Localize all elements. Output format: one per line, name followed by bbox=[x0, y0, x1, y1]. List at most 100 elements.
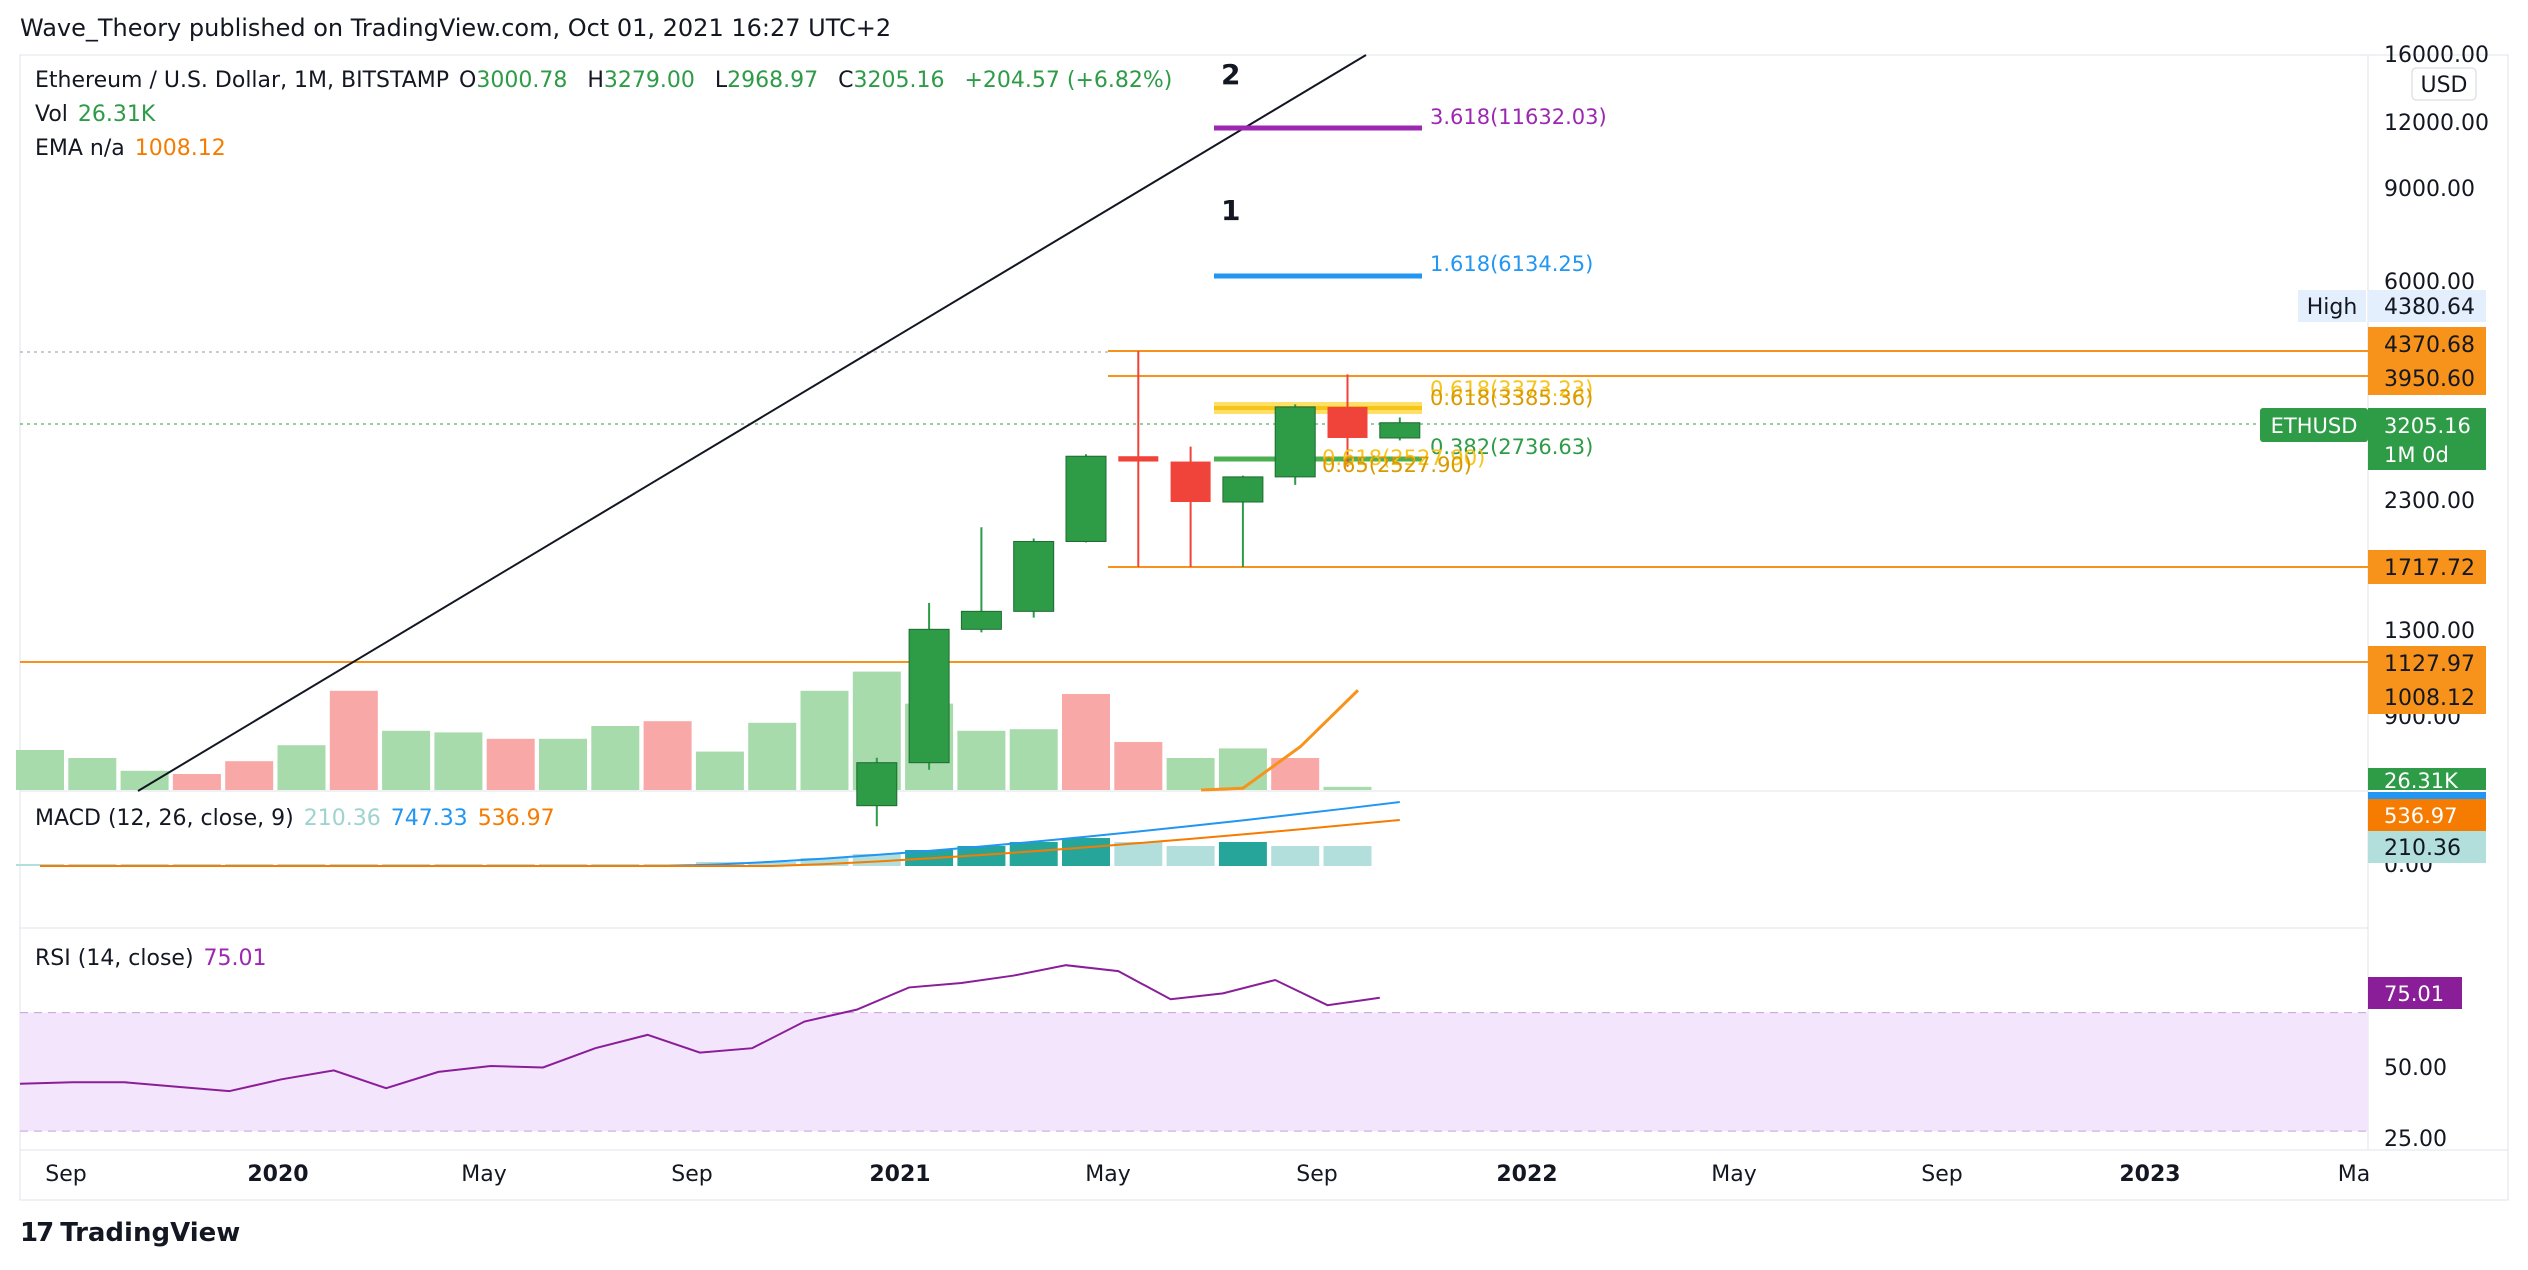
horizontal-levels bbox=[20, 350, 2368, 663]
fib-label-1618: 1.618(6134.25) bbox=[1430, 252, 1593, 276]
macd-signal-value: 536.97 bbox=[477, 806, 555, 831]
main-legend: Ethereum / U.S. Dollar, 1M, BITSTAMP O300… bbox=[35, 68, 1182, 93]
time-label-8: May bbox=[1711, 1162, 1756, 1187]
ema-value: 1008.12 bbox=[134, 136, 226, 161]
pane-frame bbox=[19, 54, 2509, 1201]
fib-label-0618-b: 0.618(3373.23) bbox=[1430, 377, 1593, 401]
ohlc-low: L2968.97 bbox=[714, 68, 819, 93]
candle bbox=[1274, 404, 1316, 485]
ohlc-high: H3279.00 bbox=[587, 68, 695, 93]
candle-body bbox=[1379, 422, 1421, 439]
price-axis[interactable]: USD 16000.00 12000.00 9000.00 6000.00 23… bbox=[2260, 43, 2489, 1152]
macd-signal-line bbox=[40, 819, 1400, 867]
high-label-box bbox=[2298, 290, 2366, 322]
time-label-10: 2023 bbox=[2119, 1162, 2180, 1187]
candle bbox=[1170, 446, 1211, 567]
badge-4370 bbox=[2368, 327, 2486, 361]
candle-body bbox=[960, 610, 1002, 630]
volume-bar bbox=[1218, 748, 1267, 790]
symbol-description: Ethereum / U.S. Dollar, 1M, BITSTAMP bbox=[35, 68, 450, 93]
time-label-6: Sep bbox=[1296, 1162, 1337, 1187]
fib-label-3618: 3.618(11632.03) bbox=[1430, 105, 1607, 129]
macd-hist-bar bbox=[1062, 838, 1110, 866]
volume-bar bbox=[277, 745, 326, 790]
time-label-1: 2020 bbox=[247, 1162, 308, 1187]
tradingview-logo-icon: 17 bbox=[20, 1218, 54, 1248]
time-label-7: 2022 bbox=[1496, 1162, 1557, 1187]
volume-bar bbox=[695, 751, 744, 790]
symbol-badge-text: ETHUSD bbox=[2271, 414, 2358, 438]
badge-macd-hist bbox=[2368, 831, 2486, 863]
ohlc-close: C3205.16 bbox=[838, 68, 945, 93]
candle-body bbox=[856, 762, 898, 807]
tick-12000: 12000.00 bbox=[2384, 111, 2489, 136]
volume-bars bbox=[16, 671, 1372, 790]
badge-1008 bbox=[2368, 680, 2486, 714]
time-label-3: Sep bbox=[671, 1162, 712, 1187]
price-change: +204.57 (+6.82%) bbox=[964, 68, 1173, 93]
candle-body bbox=[1222, 476, 1264, 503]
badge-1127-text: 1127.97 bbox=[2384, 652, 2475, 677]
volume-bar bbox=[643, 721, 692, 790]
badge-rsi-text: 75.01 bbox=[2384, 982, 2444, 1006]
candle-body bbox=[1170, 461, 1211, 503]
wave-label-2: 2 bbox=[1221, 58, 1240, 91]
volume-legend: Vol 26.31K bbox=[35, 102, 165, 127]
candle bbox=[1327, 374, 1368, 467]
rsi-line bbox=[19, 964, 1380, 1093]
trend-line[interactable] bbox=[137, 54, 1367, 792]
volume-bar bbox=[748, 722, 797, 790]
badge-volume-text: 26.31K bbox=[2384, 769, 2459, 793]
macd-hist-bar bbox=[1009, 842, 1058, 866]
volume-bar bbox=[120, 770, 169, 790]
macd-hist-bar bbox=[1218, 842, 1267, 866]
tick-9000: 9000.00 bbox=[2384, 177, 2475, 202]
volume-bar bbox=[957, 730, 1006, 790]
volume-bar bbox=[1062, 694, 1110, 790]
time-label-0: Sep bbox=[45, 1162, 86, 1187]
time-label-5: May bbox=[1085, 1162, 1130, 1187]
fib-levels bbox=[1214, 125, 1422, 462]
volume-bar bbox=[591, 726, 640, 790]
badge-macd-signal bbox=[2368, 799, 2486, 831]
badge-volume bbox=[2368, 768, 2486, 790]
macd-label: MACD (12, 26, close, 9) bbox=[35, 806, 294, 831]
time-axis[interactable]: Sep 2020 May Sep 2021 May Sep 2022 May S… bbox=[45, 1162, 2370, 1187]
tradingview-logo[interactable]: 17 TradingView bbox=[20, 1218, 241, 1248]
fib-label-065: 0.65(2527.90) bbox=[1322, 453, 1472, 477]
last-price-text: 3205.16 bbox=[2384, 414, 2471, 438]
macd-hist-bar bbox=[1271, 846, 1320, 866]
volume-bar bbox=[1323, 786, 1372, 790]
currency-label: USD bbox=[2420, 73, 2467, 98]
rsi-band bbox=[20, 1012, 2368, 1132]
macd-hist-bar bbox=[957, 846, 1006, 866]
fib-label-0382: 0.382(2736.63) bbox=[1430, 435, 1593, 459]
candle-body bbox=[1327, 406, 1368, 438]
badge-4370-text: 4370.68 bbox=[2384, 333, 2475, 358]
currency-box[interactable] bbox=[2411, 67, 2477, 101]
wave-label-1: 1 bbox=[1221, 194, 1240, 227]
macd-hist-bar bbox=[1323, 846, 1372, 866]
badge-macd-hist-text: 210.36 bbox=[2384, 836, 2461, 861]
candles bbox=[856, 351, 1421, 827]
ema-line bbox=[1200, 689, 1360, 792]
tick-2300: 2300.00 bbox=[2384, 489, 2475, 514]
candle bbox=[1222, 475, 1264, 567]
macd-hist-bar bbox=[1114, 842, 1163, 866]
macd-legend: MACD (12, 26, close, 9) 210.36 747.33 536.9… bbox=[35, 806, 565, 831]
volume-bar bbox=[434, 732, 483, 790]
macd-histogram bbox=[16, 838, 1372, 866]
macd-hist-value: 210.36 bbox=[303, 806, 381, 831]
badge-1717-text: 1717.72 bbox=[2384, 556, 2475, 581]
candle-body bbox=[1118, 456, 1159, 462]
high-label: High bbox=[2307, 295, 2358, 320]
macd-line-value: 747.33 bbox=[390, 806, 468, 831]
fib-label-0618-a: 0.618(3385.36) bbox=[1430, 386, 1593, 410]
rsi-legend: RSI (14, close) 75.01 bbox=[35, 946, 277, 971]
badge-1127 bbox=[2368, 646, 2486, 680]
time-label-9: Sep bbox=[1921, 1162, 1962, 1187]
candle-body bbox=[1013, 540, 1055, 612]
ema-label: EMA n/a bbox=[35, 136, 125, 161]
badge-1008-text: 1008.12 bbox=[2384, 686, 2475, 711]
